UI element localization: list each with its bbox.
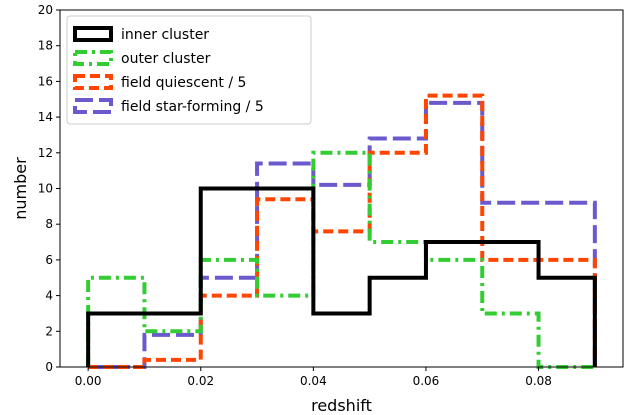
x-tick-label: 0.08 (525, 374, 552, 388)
legend-swatch-inner-cluster (73, 26, 113, 42)
legend-label-field-quiescent-5: field quiescent / 5 (121, 75, 246, 91)
y-tick-label: 14 (38, 110, 53, 124)
legend-box (66, 15, 312, 125)
y-axis-label: number (11, 157, 30, 220)
y-tick-label: 4 (45, 289, 53, 303)
x-axis-label: redshift (311, 396, 372, 415)
series-line-field-star-forming-5 (88, 100, 597, 369)
series-layer (86, 93, 597, 369)
x-tick-label: 0.02 (187, 374, 214, 388)
series-line-inner-cluster (86, 186, 597, 367)
y-tick-label: 8 (45, 217, 53, 231)
series-line-outer-cluster (86, 150, 595, 369)
series-line-field-quiescent-5 (88, 93, 597, 369)
y-tick-label: 0 (45, 360, 53, 374)
x-tick-label: 0.04 (300, 374, 327, 388)
y-tick-label: 10 (38, 182, 53, 196)
y-tick-label: 12 (38, 146, 53, 160)
y-tick-label: 6 (45, 253, 53, 267)
legend-label-inner-cluster: inner cluster (121, 27, 209, 43)
legend-swatch-field-star-forming-5 (73, 98, 113, 114)
legend-label-outer-cluster: outer cluster (121, 51, 211, 67)
y-tick-label: 20 (38, 3, 53, 17)
legend-label-field-star-forming-5: field star-forming / 5 (121, 99, 264, 115)
x-tick-label: 0.00 (75, 374, 102, 388)
x-tick-label: 0.06 (413, 374, 440, 388)
y-tick-label: 2 (45, 324, 53, 338)
y-tick-label: 18 (38, 39, 53, 53)
legend-swatch-outer-cluster (73, 50, 113, 66)
x-axis: 0.00 0.02 0.04 0.06 0.08 (75, 367, 552, 388)
y-axis: 0 2 4 6 8 10 12 14 16 18 20 (38, 3, 60, 374)
legend-swatch-field-quiescent-5 (73, 74, 113, 90)
y-tick-label: 16 (38, 74, 53, 88)
legend: inner cluster outer cluster field quiescen… (66, 15, 312, 125)
